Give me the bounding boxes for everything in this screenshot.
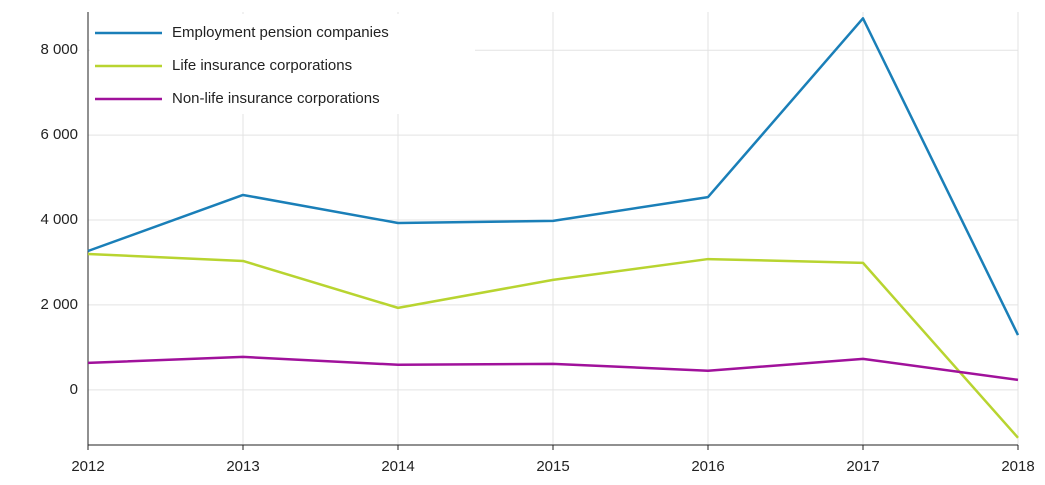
y-tick-label: 2 000: [40, 296, 78, 313]
legend-box: [90, 14, 475, 114]
series-line: [87, 252, 1019, 439]
y-tick-label: 0: [70, 381, 78, 398]
series-line: [87, 355, 1019, 382]
x-tick-label: 2016: [691, 458, 724, 475]
x-tick-label: 2018: [1001, 458, 1034, 475]
x-tick-label: 2014: [381, 458, 414, 475]
y-tick-label: 4 000: [40, 211, 78, 228]
series-line: [87, 17, 1020, 336]
legend-label: Employment pension companies: [172, 24, 389, 41]
legend-label: Non-life insurance corporations: [172, 90, 380, 107]
y-tick-label: 8 000: [40, 41, 78, 58]
x-tick-label: 2017: [846, 458, 879, 475]
legend-label: Life insurance corporations: [172, 57, 352, 74]
x-tick-label: 2013: [226, 458, 259, 475]
y-tick-label: 6 000: [40, 126, 78, 143]
x-tick-label: 2015: [536, 458, 569, 475]
x-tick-label: 2012: [71, 458, 104, 475]
